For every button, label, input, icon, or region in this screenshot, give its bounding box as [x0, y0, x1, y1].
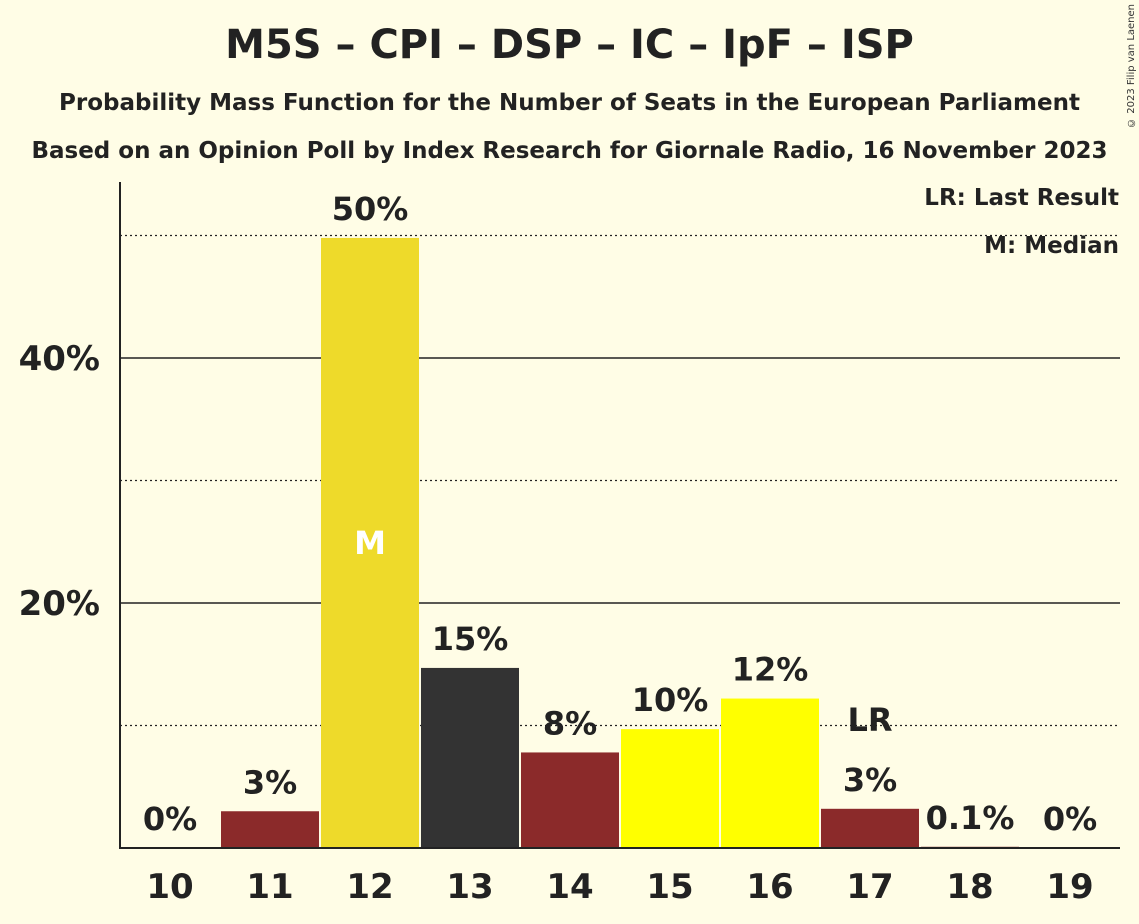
x-tick-label: 19 — [1046, 867, 1093, 907]
y-tick-label: 40% — [19, 339, 100, 379]
bar — [721, 698, 819, 848]
legend-median: M: Median — [984, 233, 1119, 259]
bar-value-label: 0% — [1043, 800, 1097, 838]
bar — [821, 808, 919, 848]
bar — [421, 667, 519, 848]
bar — [321, 237, 419, 848]
legend-last-result: LR: Last Result — [924, 185, 1119, 211]
chart-title: M5S – CPI – DSP – IC – IpF – ISP — [225, 22, 914, 68]
bar — [621, 729, 719, 848]
chart-subtitle: Probability Mass Function for the Number… — [59, 90, 1080, 116]
bar-value-label: 3% — [243, 763, 297, 801]
x-tick-label: 12 — [346, 867, 393, 907]
x-tick-label: 10 — [146, 867, 193, 907]
chart-source: Based on an Opinion Poll by Index Resear… — [31, 138, 1108, 164]
x-tick-label: 15 — [646, 867, 693, 907]
last-result-marker: LR — [847, 701, 892, 739]
y-tick-label: 20% — [19, 584, 100, 624]
x-tick-label: 16 — [746, 867, 793, 907]
median-marker: M — [354, 524, 386, 562]
bar-value-label: 12% — [732, 651, 809, 689]
bar-value-label: 0% — [143, 800, 197, 838]
x-tick-label: 14 — [546, 867, 593, 907]
bar-value-label: 50% — [332, 190, 409, 228]
x-tick-label: 11 — [246, 867, 293, 907]
bar — [521, 752, 619, 848]
x-tick-label: 18 — [946, 867, 993, 907]
x-tick-label: 13 — [446, 867, 493, 907]
bar-value-label: 15% — [432, 620, 509, 658]
x-tick-label: 17 — [846, 867, 893, 907]
bar — [221, 811, 319, 848]
bar-value-label: 0.1% — [926, 799, 1015, 837]
bar-value-label: 3% — [843, 761, 897, 799]
bar-value-label: 10% — [632, 681, 709, 719]
bar-value-label: 8% — [543, 704, 597, 742]
